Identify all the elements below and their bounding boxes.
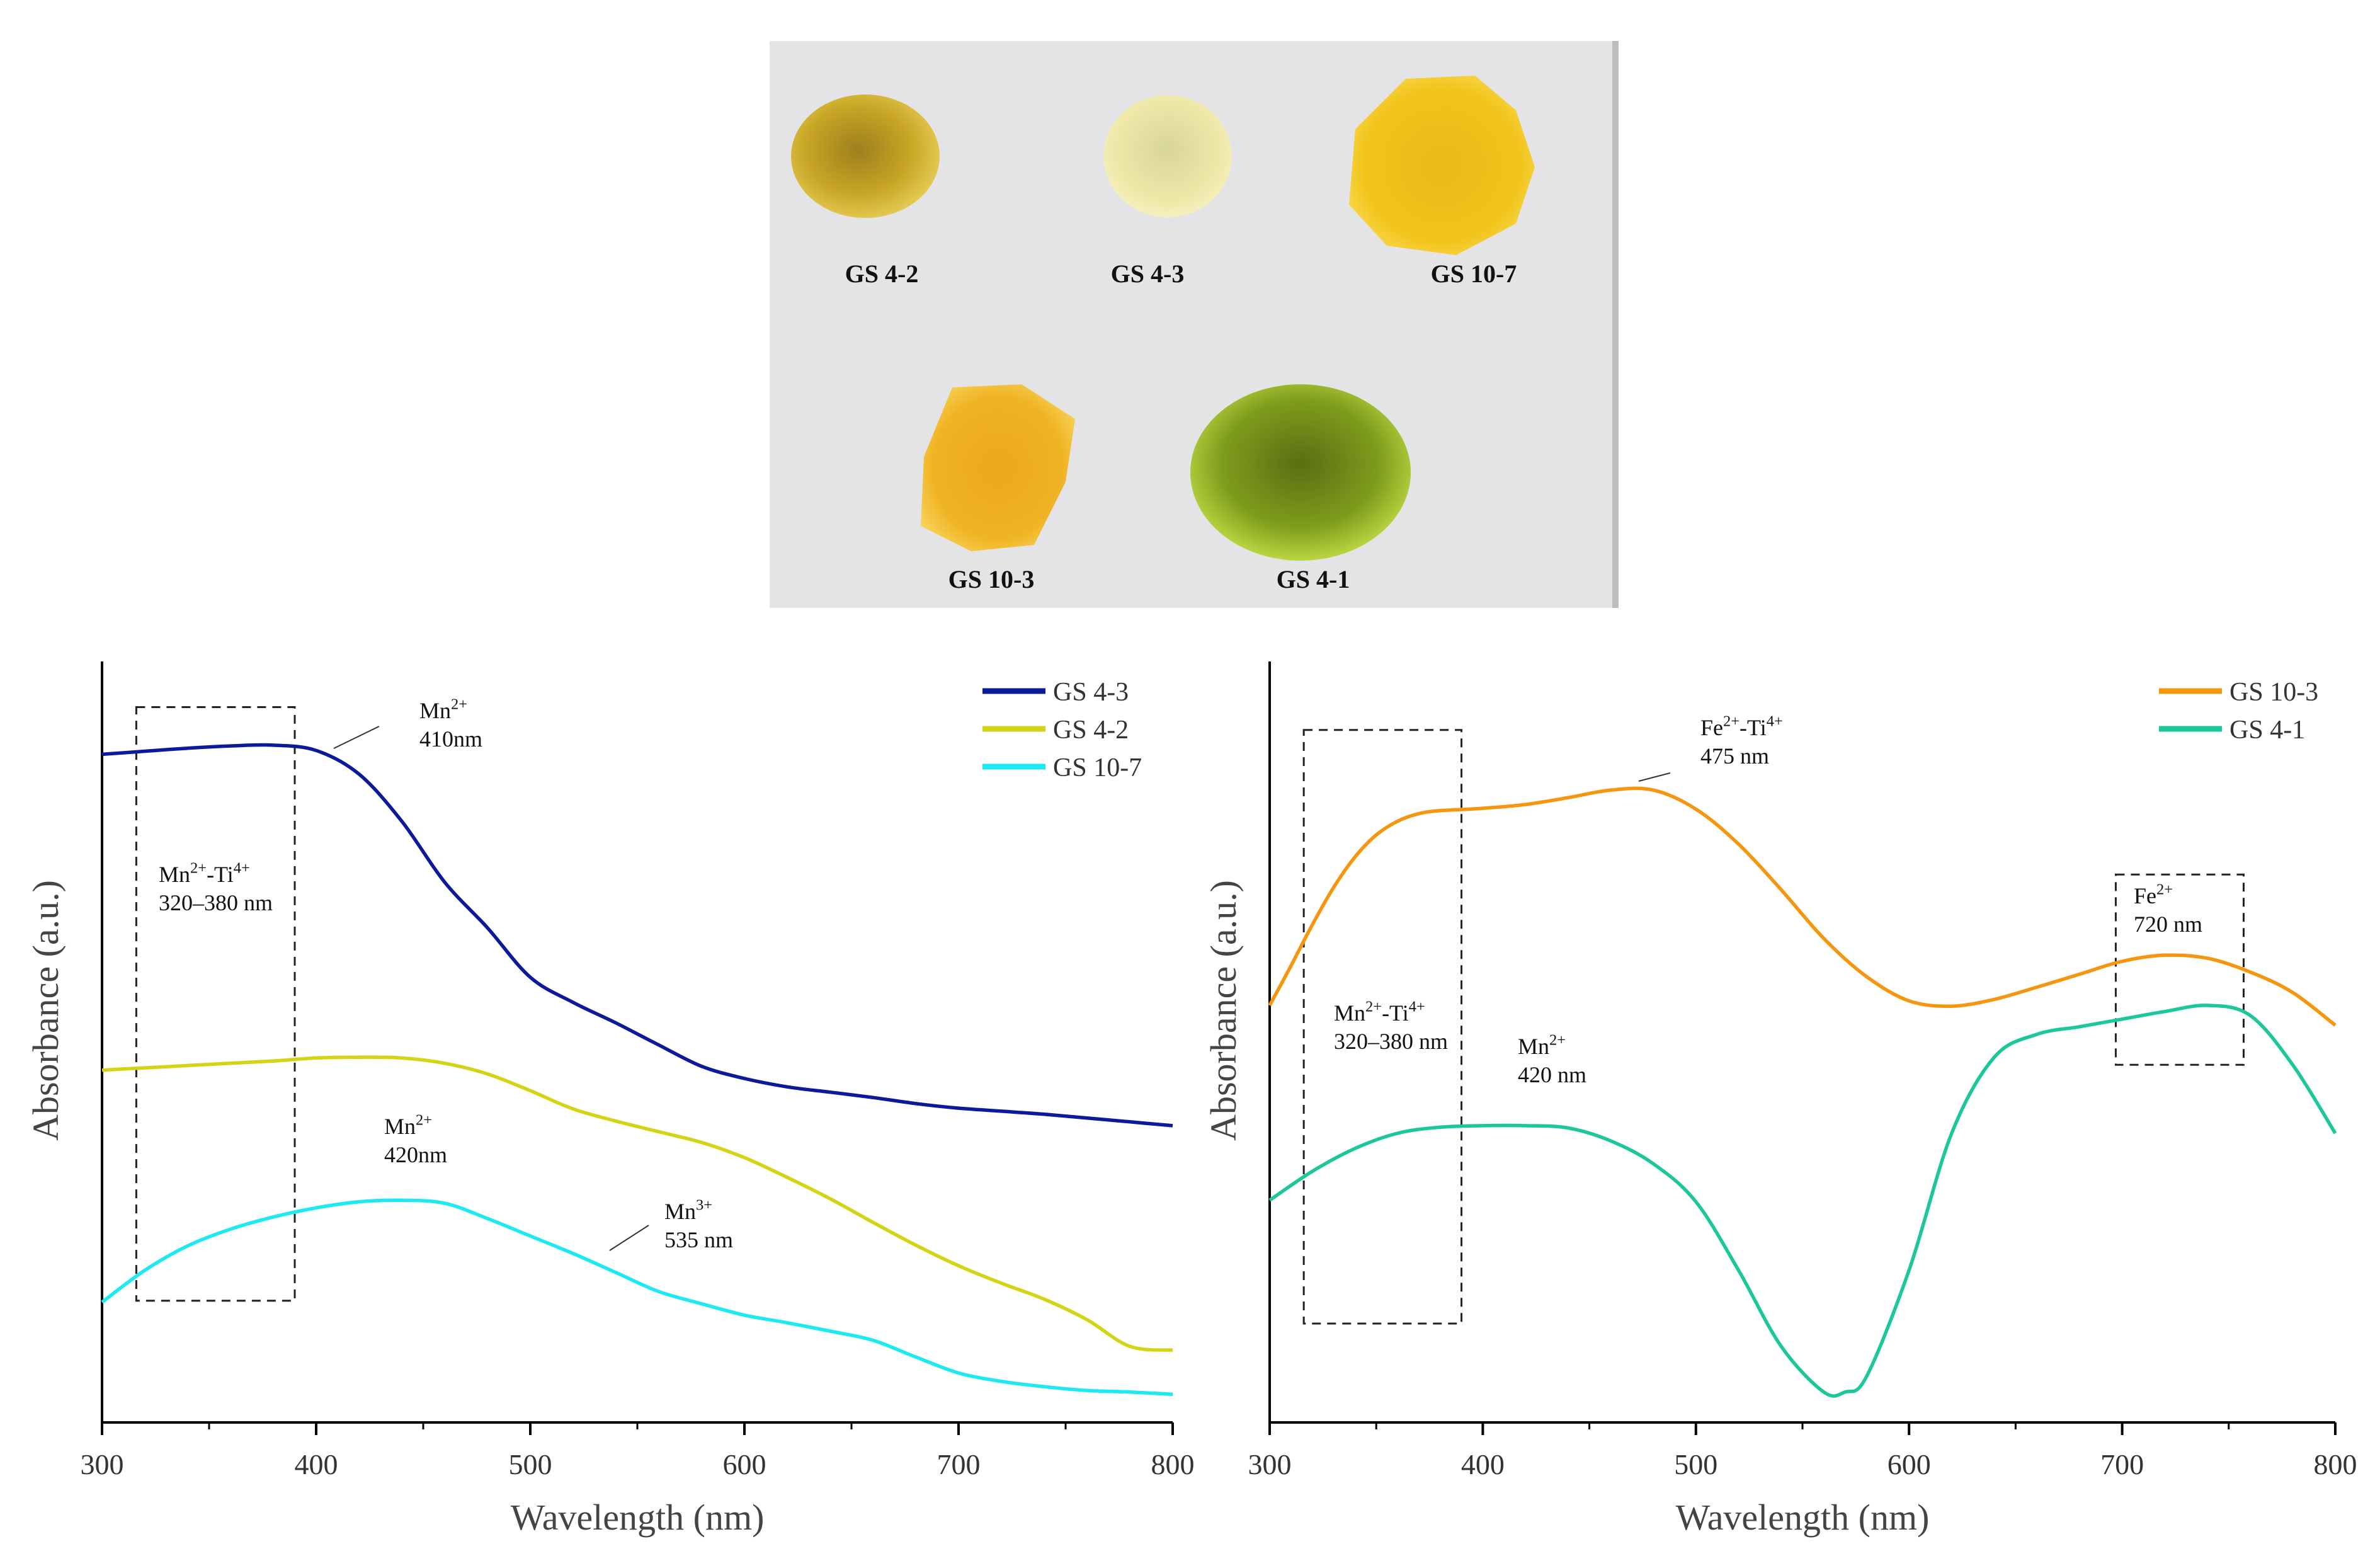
annotation-label-value: 475 nm bbox=[1700, 743, 1769, 769]
x-tick-label: 600 bbox=[1887, 1448, 1931, 1480]
band-box bbox=[2114, 873, 2245, 1066]
gem-gs-4-2 bbox=[791, 94, 940, 218]
annotation-label: Mn2+ bbox=[384, 1112, 432, 1139]
gem-label: GS 4-2 bbox=[845, 260, 919, 288]
annotation-label: Mn2+ bbox=[1518, 1032, 1566, 1059]
series-line-gs-4-2 bbox=[101, 1055, 1173, 1352]
x-tick-label: 300 bbox=[1248, 1448, 1292, 1480]
x-tick-label: 400 bbox=[295, 1448, 338, 1480]
gemstone-photo: GS 4-2 GS 4-3 GS 10-7 GS 10-3 GS 4-1 bbox=[770, 41, 1619, 608]
series-line-gs-10-7 bbox=[101, 1198, 1173, 1397]
gem-gs-4-1 bbox=[1190, 384, 1411, 561]
chart-left: 300 400 500 600 700 800 Wavelength (nm) Absorba… bbox=[25, 661, 1195, 1538]
x-tick-label: 600 bbox=[723, 1448, 766, 1480]
legend-label: GS 4-1 bbox=[2229, 716, 2305, 745]
series-line-gs-10-3 bbox=[1268, 786, 2337, 1027]
annotation-label-value: 535 nm bbox=[664, 1227, 733, 1252]
annotation-leader bbox=[1638, 772, 1671, 782]
legend-label: GS 4-2 bbox=[1053, 716, 1129, 745]
annotation-label: Mn2+ bbox=[419, 696, 467, 723]
x-tick-label: 400 bbox=[1461, 1448, 1505, 1480]
annotation-label: Fe2+ bbox=[2134, 881, 2173, 908]
series-line-gs-4-1 bbox=[1268, 1004, 2337, 1398]
legend-label: GS 10-3 bbox=[2229, 678, 2318, 707]
gem-gs-10-3 bbox=[921, 384, 1075, 551]
band-box bbox=[135, 706, 296, 1302]
annotation-label-value: 320–380 nm bbox=[159, 890, 273, 915]
series-line-gs-4-3 bbox=[101, 743, 1173, 1128]
x-tick-label: 800 bbox=[1151, 1448, 1195, 1480]
x-tick-label: 800 bbox=[2314, 1448, 2357, 1480]
gem-label: GS 10-3 bbox=[948, 565, 1035, 593]
annotation-label: Mn3+ bbox=[664, 1197, 712, 1224]
legend-label: GS 4-3 bbox=[1053, 678, 1129, 707]
x-tick-label: 500 bbox=[1674, 1448, 1717, 1480]
annotation-label-value: 410nm bbox=[419, 726, 482, 752]
annotation-leader bbox=[609, 1225, 649, 1251]
x-axis-label: Wavelength (nm) bbox=[1676, 1497, 1930, 1538]
annotation-label-value: 420 nm bbox=[1518, 1062, 1586, 1087]
annotation-label-value: 320–380 nm bbox=[1334, 1029, 1448, 1054]
annotation-label-value: 420nm bbox=[384, 1142, 447, 1167]
x-tick-label: 700 bbox=[2100, 1448, 2144, 1480]
x-axis-label: Wavelength (nm) bbox=[511, 1497, 765, 1538]
x-tick-label: 300 bbox=[81, 1448, 124, 1480]
gem-label: GS 10-7 bbox=[1431, 260, 1517, 288]
band-box bbox=[1302, 729, 1463, 1325]
legend-label: GS 10-7 bbox=[1053, 753, 1142, 782]
annotation-label: Mn2+-Ti4+ bbox=[1334, 998, 1425, 1026]
annotation-label: Mn2+-Ti4+ bbox=[159, 860, 250, 887]
y-axis-label: Absorbance (a.u.) bbox=[25, 880, 66, 1141]
chart-right: 300 400 500 600 700 800 Wavelength (nm) Absorba… bbox=[1203, 661, 2357, 1538]
gem-label: GS 4-1 bbox=[1277, 565, 1350, 593]
x-tick-label: 500 bbox=[509, 1448, 552, 1480]
y-axis-label: Absorbance (a.u.) bbox=[1203, 880, 1244, 1141]
gem-gs-10-7 bbox=[1349, 76, 1535, 255]
annotation-leader bbox=[333, 726, 380, 749]
annotation-label-value: 720 nm bbox=[2134, 912, 2202, 937]
gem-gs-4-3 bbox=[1103, 95, 1232, 217]
annotation-label: Fe2+-Ti4+ bbox=[1700, 713, 1783, 740]
x-tick-label: 700 bbox=[937, 1448, 981, 1480]
gem-label: GS 4-3 bbox=[1111, 260, 1185, 288]
